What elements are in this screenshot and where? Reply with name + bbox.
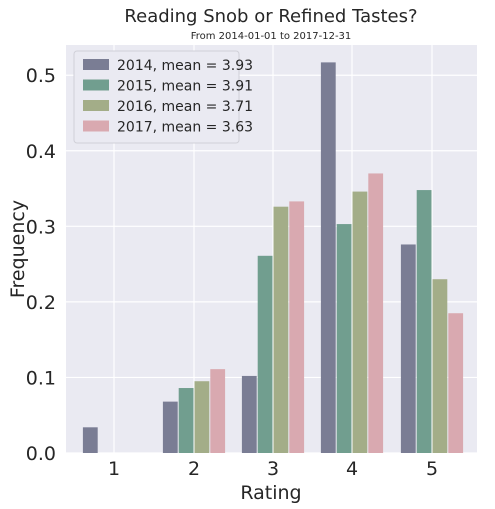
bar bbox=[336, 224, 352, 453]
y-tick-label: 0.5 bbox=[26, 65, 56, 87]
y-tick-label: 0.4 bbox=[26, 141, 56, 163]
y-tick-label: 0.2 bbox=[26, 292, 56, 314]
x-tick-label: 4 bbox=[346, 458, 358, 480]
x-tick-labels: 1 2 3 4 5 bbox=[108, 458, 438, 480]
bar bbox=[416, 190, 432, 454]
bar bbox=[178, 388, 194, 453]
bar bbox=[368, 173, 384, 453]
legend-label: 2016, mean = 3.71 bbox=[117, 99, 253, 115]
legend-label: 2015, mean = 3.91 bbox=[117, 79, 253, 95]
bar bbox=[432, 279, 448, 453]
y-axis-label: Frequency bbox=[7, 200, 29, 298]
legend-swatch bbox=[83, 79, 109, 91]
legend-swatch bbox=[83, 59, 109, 70]
bar bbox=[289, 201, 305, 453]
legend-label: 2017, mean = 3.63 bbox=[117, 120, 253, 136]
x-tick-label: 3 bbox=[267, 458, 279, 480]
bar bbox=[400, 244, 416, 453]
y-tick-labels: 0.0 0.1 0.2 0.3 0.4 0.5 bbox=[26, 65, 56, 465]
legend: 2014, mean = 3.93 2015, mean = 3.91 2016, … bbox=[73, 50, 253, 144]
x-tick-label: 5 bbox=[426, 458, 438, 480]
bar bbox=[194, 381, 210, 453]
bar bbox=[210, 369, 226, 453]
legend-swatch bbox=[83, 100, 109, 111]
x-tick-label: 2 bbox=[188, 458, 200, 480]
chart-title: Reading Snob or Refined Tastes? bbox=[124, 6, 417, 27]
bar bbox=[162, 401, 178, 453]
y-tick-label: 0.0 bbox=[26, 443, 56, 465]
x-tick-label: 1 bbox=[108, 458, 120, 480]
legend-box bbox=[73, 50, 240, 144]
bar bbox=[320, 62, 336, 453]
bar bbox=[82, 427, 98, 453]
bar bbox=[448, 313, 464, 453]
legend-swatch bbox=[83, 120, 109, 132]
y-tick-label: 0.1 bbox=[26, 367, 56, 389]
bar bbox=[352, 191, 368, 454]
bar bbox=[241, 375, 257, 453]
y-tick-label: 0.3 bbox=[26, 216, 56, 238]
bars bbox=[82, 62, 464, 454]
chart-subtitle: From 2014-01-01 to 2017-12-31 bbox=[191, 31, 352, 42]
bar bbox=[257, 255, 273, 453]
x-axis-label: Rating bbox=[240, 482, 301, 504]
bar bbox=[273, 206, 289, 453]
legend-label: 2014, mean = 3.93 bbox=[117, 58, 253, 74]
